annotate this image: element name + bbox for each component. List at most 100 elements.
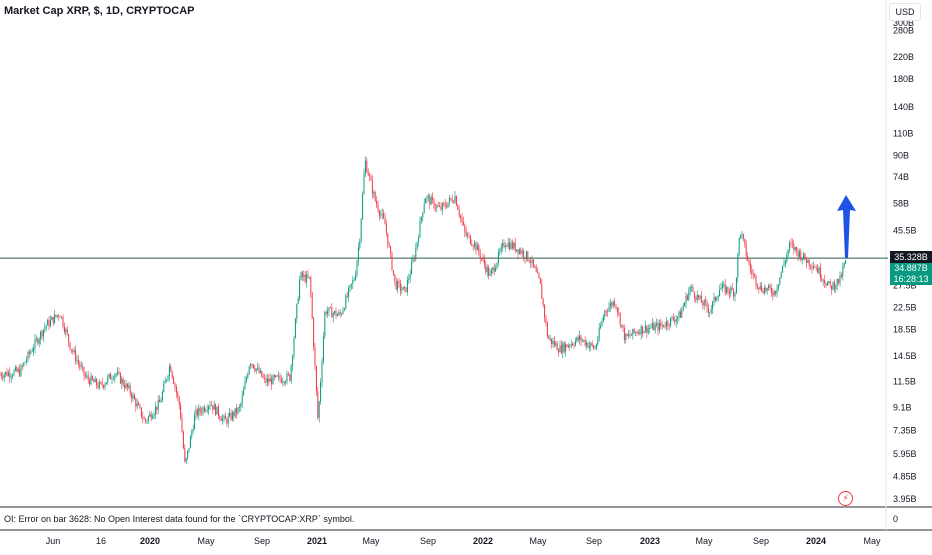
candle-body <box>328 307 330 312</box>
candle-body <box>447 202 449 208</box>
candle-body <box>742 234 744 239</box>
candle-body <box>143 418 145 420</box>
candle-body <box>794 247 796 250</box>
candle-body <box>415 248 417 259</box>
candle-body <box>161 391 163 401</box>
y-tick-label: 9.1B <box>893 402 912 412</box>
candle-body <box>286 373 288 382</box>
candle-body <box>335 310 337 317</box>
candle-body <box>252 364 254 369</box>
candle-body <box>84 375 86 377</box>
candle-body <box>262 377 264 378</box>
candle-body <box>251 364 253 365</box>
x-tick-label: 2020 <box>140 536 160 546</box>
candle-body <box>175 387 177 393</box>
candle-body <box>783 263 785 266</box>
y-tick-label: 11.5B <box>893 377 916 387</box>
candle-body <box>499 251 501 253</box>
candle-body <box>49 319 51 327</box>
candle-body <box>76 359 78 361</box>
y-tick-label: 27.5B <box>893 281 917 291</box>
candle-body <box>327 311 329 314</box>
candle-body <box>147 416 149 421</box>
candle-body <box>423 203 425 213</box>
currency-button[interactable]: USD <box>889 3 921 21</box>
lightning-icon[interactable]: ⚡ <box>838 491 853 506</box>
candle-body <box>682 306 684 310</box>
candle-body <box>721 284 723 288</box>
candle-body <box>401 289 403 291</box>
candle-body <box>541 283 543 299</box>
candle-body <box>261 370 263 378</box>
candle-body <box>384 218 386 225</box>
candle-body <box>300 272 302 280</box>
candle-body <box>562 343 564 353</box>
candle-body <box>52 316 54 324</box>
candle-body <box>229 412 231 417</box>
candle-body <box>716 298 718 301</box>
candle-body <box>213 404 215 410</box>
candle-body <box>342 309 344 314</box>
candle-body <box>623 327 625 341</box>
candle-body <box>814 266 816 268</box>
candle-body <box>651 323 653 328</box>
candle-body <box>621 324 623 326</box>
candle-body <box>287 373 289 375</box>
candle-body <box>248 366 250 375</box>
candle-body <box>677 316 679 319</box>
candle-body <box>710 308 712 313</box>
candle-body <box>832 282 834 290</box>
candle-body <box>458 209 460 216</box>
candle-body <box>706 302 708 308</box>
candle-body <box>9 372 11 378</box>
candle-body <box>108 373 110 377</box>
candle-body <box>684 303 686 307</box>
candle-body <box>318 401 320 418</box>
candle-body <box>103 385 105 388</box>
candle-body <box>619 312 621 326</box>
x-tick-label: Jun <box>46 536 61 546</box>
candle-body <box>69 342 71 350</box>
candle-body <box>51 316 53 320</box>
candle-body <box>13 370 15 376</box>
candle-body <box>79 363 81 367</box>
candle-body <box>194 414 196 429</box>
candle-body <box>338 312 340 315</box>
candle-body <box>784 261 786 264</box>
candle-body <box>674 319 676 322</box>
candle-body <box>237 407 239 414</box>
candle-body <box>280 379 282 383</box>
candle-body <box>311 293 313 319</box>
x-tick-label: May <box>863 536 881 546</box>
candle-body <box>255 368 257 371</box>
candle-body <box>381 213 383 215</box>
candle-body <box>38 339 40 344</box>
x-tick-label: Sep <box>586 536 602 546</box>
candle-body <box>530 261 532 263</box>
candle-body <box>363 173 365 195</box>
candle-body <box>322 336 324 362</box>
y-tick-label: 4.85B <box>893 471 917 481</box>
candle-body <box>392 270 394 275</box>
candle-body <box>279 375 281 380</box>
candle-body <box>82 366 84 368</box>
candle-body <box>129 385 131 394</box>
candle-body <box>479 252 481 259</box>
candle-body <box>234 408 236 417</box>
candle-body <box>101 382 103 386</box>
x-tick-label: Sep <box>753 536 769 546</box>
candle-body <box>766 288 768 291</box>
candle-body <box>780 272 782 278</box>
candle-body <box>345 295 347 309</box>
candle-body <box>159 400 161 403</box>
candle-body <box>692 286 694 292</box>
candle-body <box>47 320 49 326</box>
candle-body <box>584 340 586 346</box>
candle-body <box>359 240 361 248</box>
candle-body <box>0 374 1 375</box>
candle-body <box>272 375 274 385</box>
candle-body <box>404 286 406 288</box>
candle-body <box>773 290 775 296</box>
